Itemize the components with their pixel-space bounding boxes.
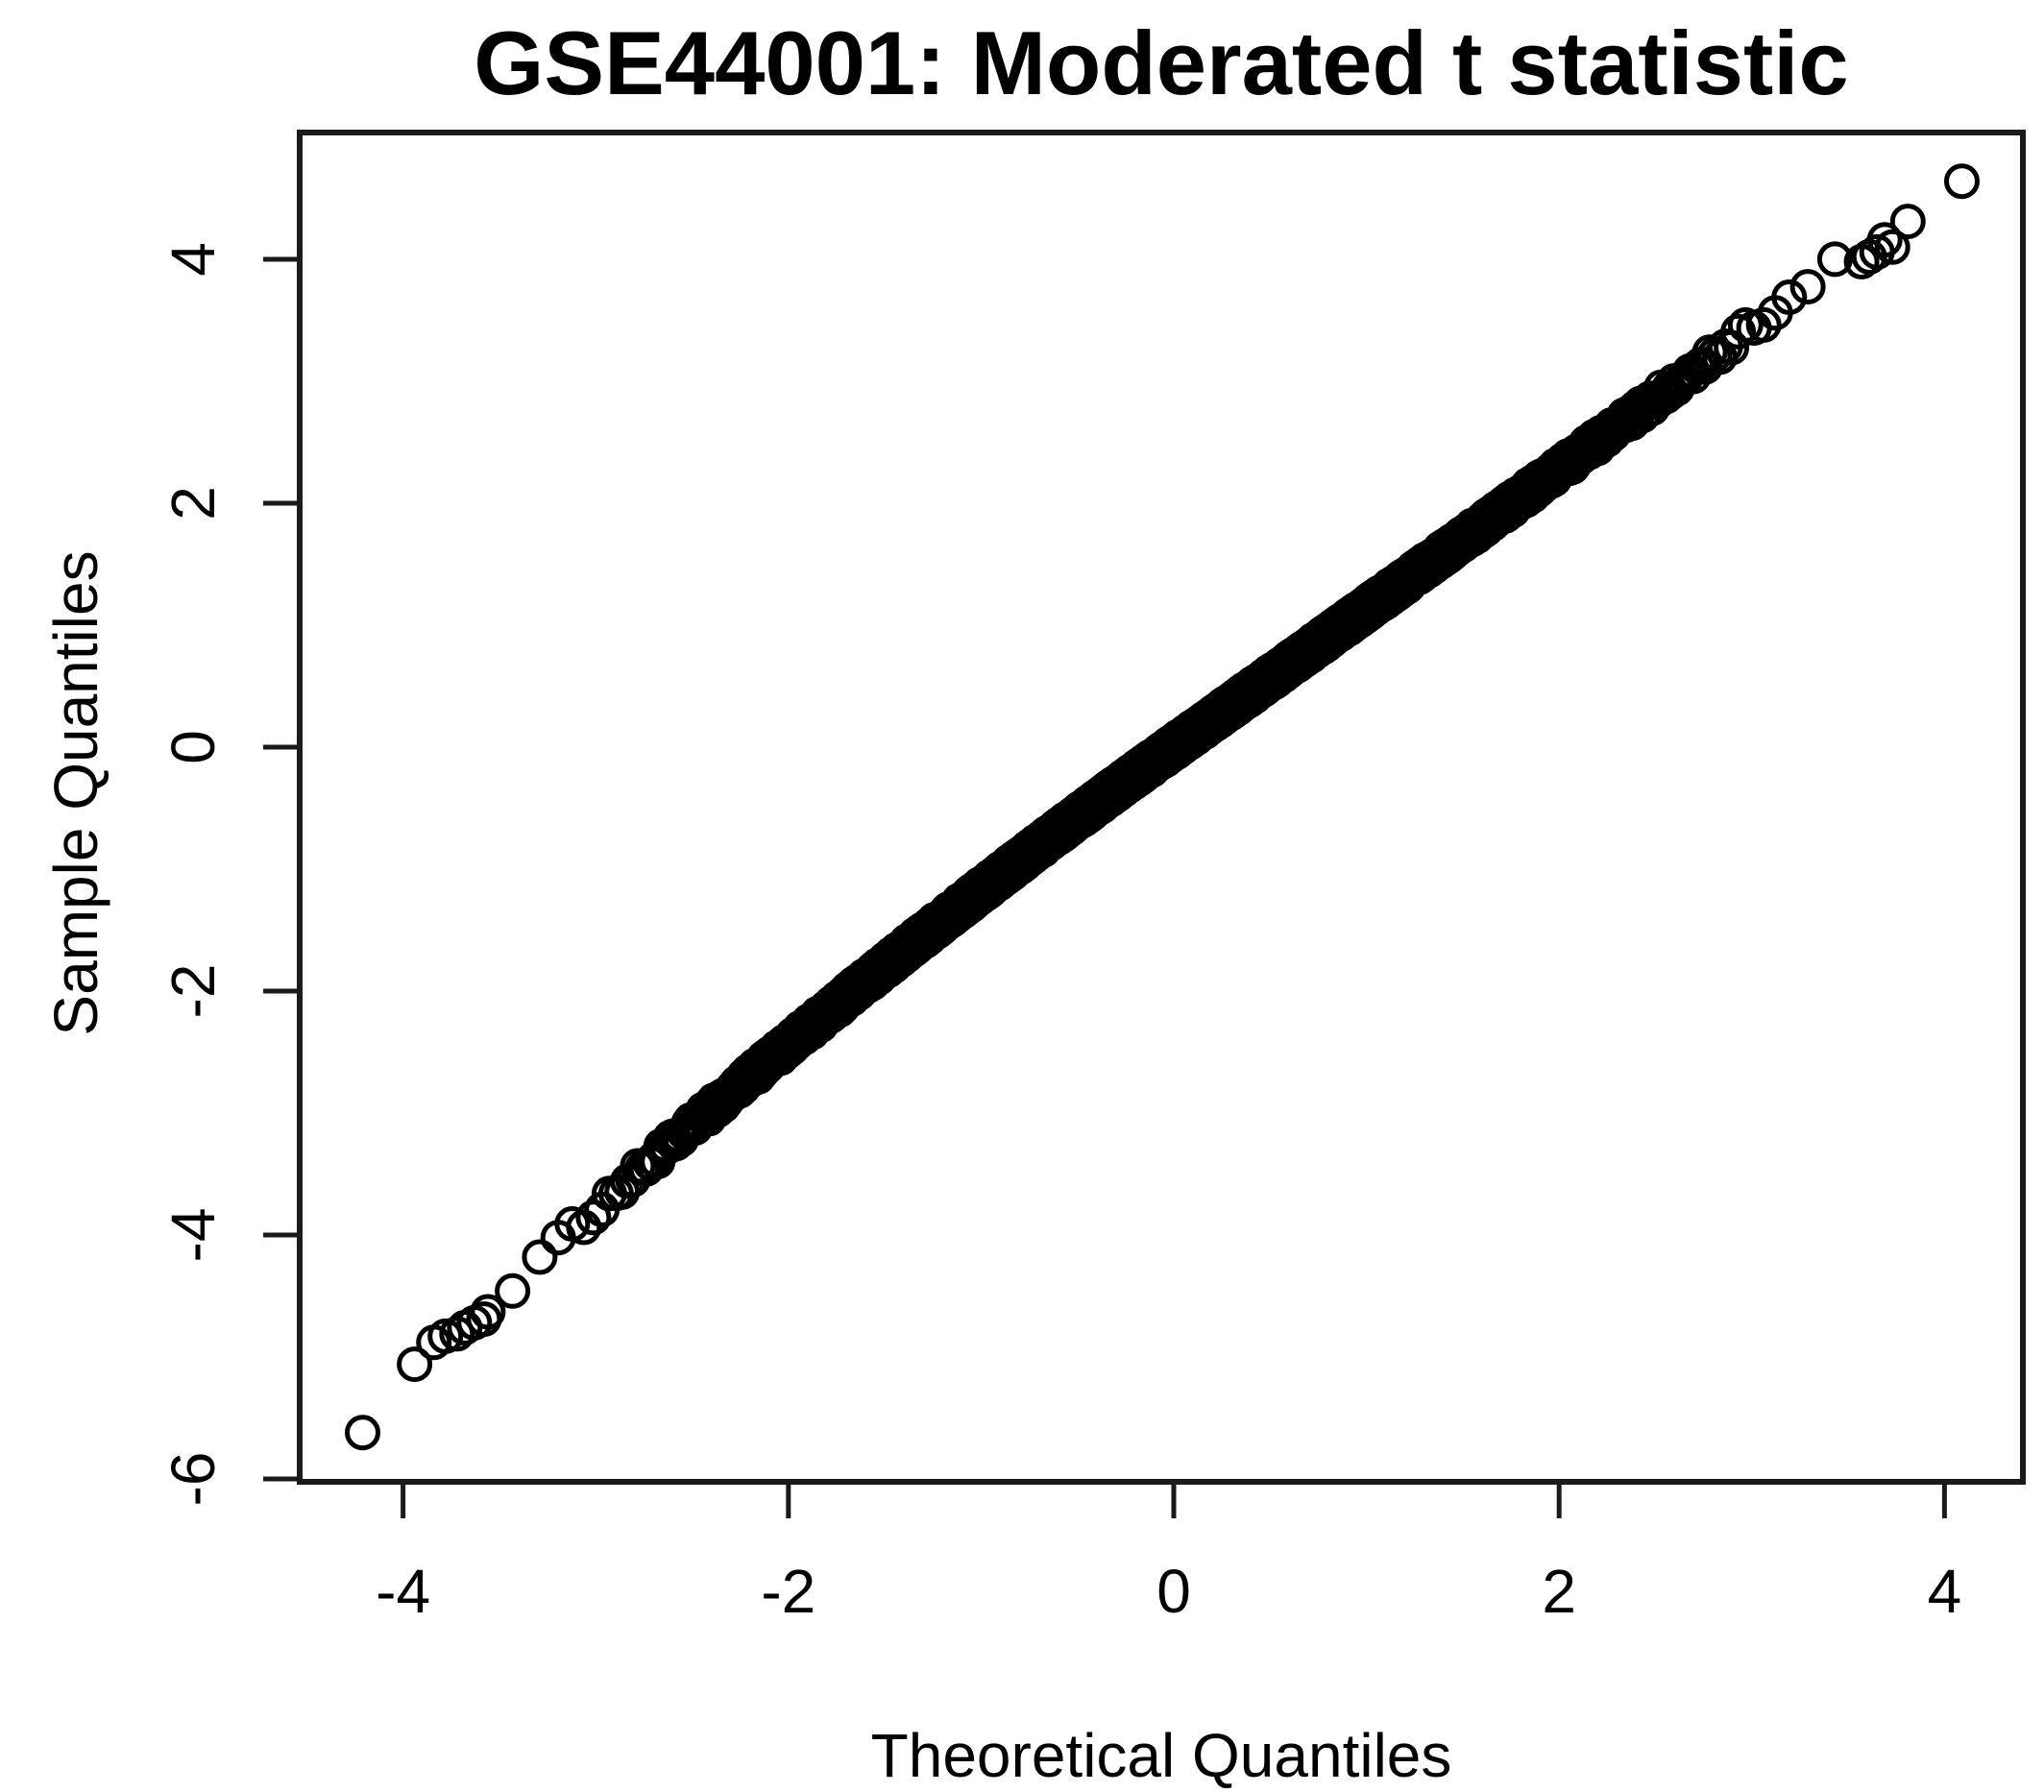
x-tick-label: 2 xyxy=(1542,1557,1576,1626)
x-tick-label: 4 xyxy=(1928,1557,1962,1626)
x-axis-label: Theoretical Quantiles xyxy=(870,1721,1452,1790)
chart-title: GSE44001: Moderated t statistic xyxy=(474,12,1849,113)
lower-tail-points xyxy=(345,1294,506,1451)
x-tick-label: 0 xyxy=(1156,1557,1191,1626)
y-tick-label: -4 xyxy=(158,1208,228,1263)
y-tick-label: 0 xyxy=(158,730,228,764)
qq-points xyxy=(495,241,1853,1309)
x-tick-label: -2 xyxy=(761,1557,815,1626)
upper-tail-points xyxy=(1843,163,1980,279)
plot-box xyxy=(297,130,2026,1485)
x-tick-label: -4 xyxy=(376,1557,430,1626)
y-tick-label: 4 xyxy=(158,242,228,277)
y-axis-label: Sample Quantiles xyxy=(41,550,110,1036)
y-tick-label: -2 xyxy=(158,964,228,1019)
y-axis-ticks: 4 2 0 -2 -4 -6 xyxy=(158,242,300,1506)
x-axis-ticks: -4 -2 0 2 4 xyxy=(376,1482,1961,1626)
y-tick-label: -6 xyxy=(158,1452,228,1507)
y-tick-label: 2 xyxy=(158,486,228,521)
